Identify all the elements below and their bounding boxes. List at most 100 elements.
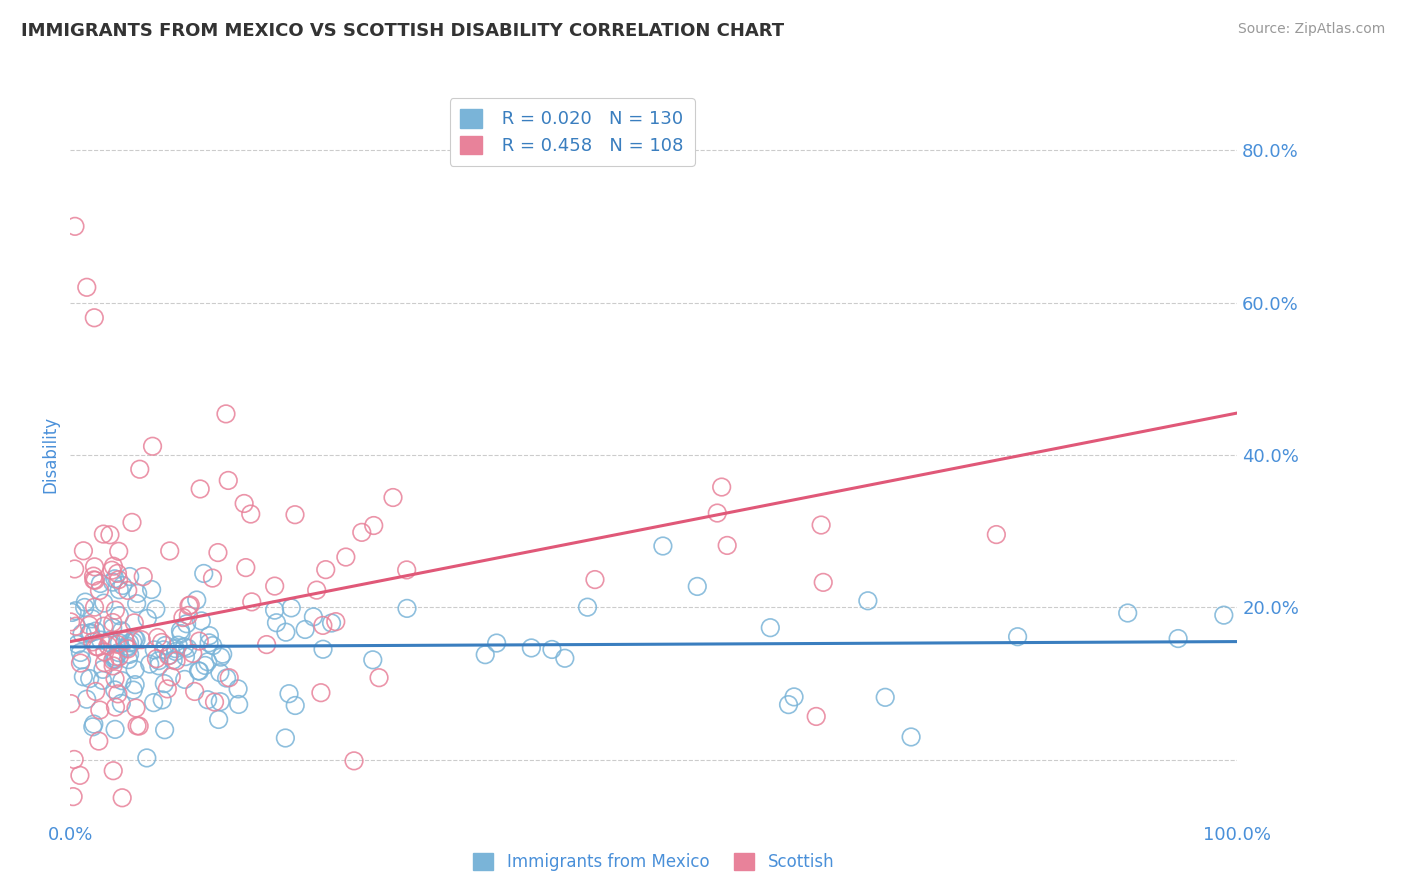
Point <box>104 652 127 666</box>
Text: IMMIGRANTS FROM MEXICO VS SCOTTISH DISABILITY CORRELATION CHART: IMMIGRANTS FROM MEXICO VS SCOTTISH DISAB… <box>21 22 785 40</box>
Point <box>79 626 101 640</box>
Point <box>98 528 121 542</box>
Point <box>165 644 187 658</box>
Point <box>142 696 165 710</box>
Text: Source: ZipAtlas.com: Source: ZipAtlas.com <box>1237 22 1385 37</box>
Point <box>83 717 105 731</box>
Point <box>198 636 221 650</box>
Point <box>177 641 200 656</box>
Point <box>875 690 897 705</box>
Point <box>806 709 828 723</box>
Point <box>485 636 508 650</box>
Point <box>209 650 232 665</box>
Point <box>101 621 124 635</box>
Point <box>115 640 138 655</box>
Point <box>101 615 124 630</box>
Point <box>1007 630 1029 644</box>
Point <box>121 516 143 530</box>
Point <box>101 659 124 673</box>
Point <box>240 595 263 609</box>
Point <box>197 655 219 669</box>
Point <box>1212 608 1234 623</box>
Point <box>233 496 256 510</box>
Point <box>107 687 129 701</box>
Point <box>363 518 385 533</box>
Point <box>226 681 249 696</box>
Point <box>69 656 91 670</box>
Point <box>157 648 180 663</box>
Point <box>395 601 418 615</box>
Point <box>124 632 146 646</box>
Point <box>179 598 201 612</box>
Point <box>474 648 496 662</box>
Point <box>98 636 121 650</box>
Point <box>138 657 160 671</box>
Point <box>162 653 184 667</box>
Point <box>91 662 114 676</box>
Point <box>686 579 709 593</box>
Point <box>97 639 120 653</box>
Point <box>108 608 131 623</box>
Point <box>153 676 176 690</box>
Point <box>104 572 127 586</box>
Point <box>759 621 782 635</box>
Point <box>201 639 224 653</box>
Point <box>129 632 152 647</box>
Point <box>60 606 83 620</box>
Point <box>810 518 832 533</box>
Point <box>122 683 145 698</box>
Point <box>89 703 111 717</box>
Point <box>111 673 134 688</box>
Point <box>117 639 139 653</box>
Point <box>111 578 134 592</box>
Point <box>145 651 167 665</box>
Point <box>181 647 204 661</box>
Point <box>309 686 332 700</box>
Point <box>215 407 238 421</box>
Point <box>118 648 141 662</box>
Point <box>59 697 82 711</box>
Point <box>93 527 115 541</box>
Point <box>65 604 87 618</box>
Point <box>118 636 141 650</box>
Point <box>84 640 107 654</box>
Point <box>94 645 117 659</box>
Point <box>121 634 143 648</box>
Point <box>278 687 301 701</box>
Point <box>165 641 187 656</box>
Point <box>143 643 166 657</box>
Point <box>107 544 129 558</box>
Point <box>150 635 173 649</box>
Point <box>256 638 278 652</box>
Point <box>84 574 107 588</box>
Point <box>118 569 141 583</box>
Point <box>89 583 111 598</box>
Point <box>127 719 149 733</box>
Point <box>93 619 115 633</box>
Point <box>198 629 221 643</box>
Point <box>856 594 879 608</box>
Point <box>194 658 217 673</box>
Point <box>103 652 125 666</box>
Point <box>197 692 219 706</box>
Point <box>84 684 107 698</box>
Point <box>187 664 209 678</box>
Point <box>813 575 835 590</box>
Point <box>190 614 212 628</box>
Point <box>215 671 238 685</box>
Point <box>710 480 733 494</box>
Point <box>83 559 105 574</box>
Point <box>335 549 357 564</box>
Point <box>209 695 232 709</box>
Point <box>176 616 198 631</box>
Point <box>66 637 89 651</box>
Point <box>208 665 231 680</box>
Point <box>82 635 104 649</box>
Point <box>305 583 328 598</box>
Point <box>554 651 576 665</box>
Point <box>76 692 98 706</box>
Point <box>101 563 124 577</box>
Point <box>132 569 155 583</box>
Point <box>207 713 229 727</box>
Point <box>986 527 1008 541</box>
